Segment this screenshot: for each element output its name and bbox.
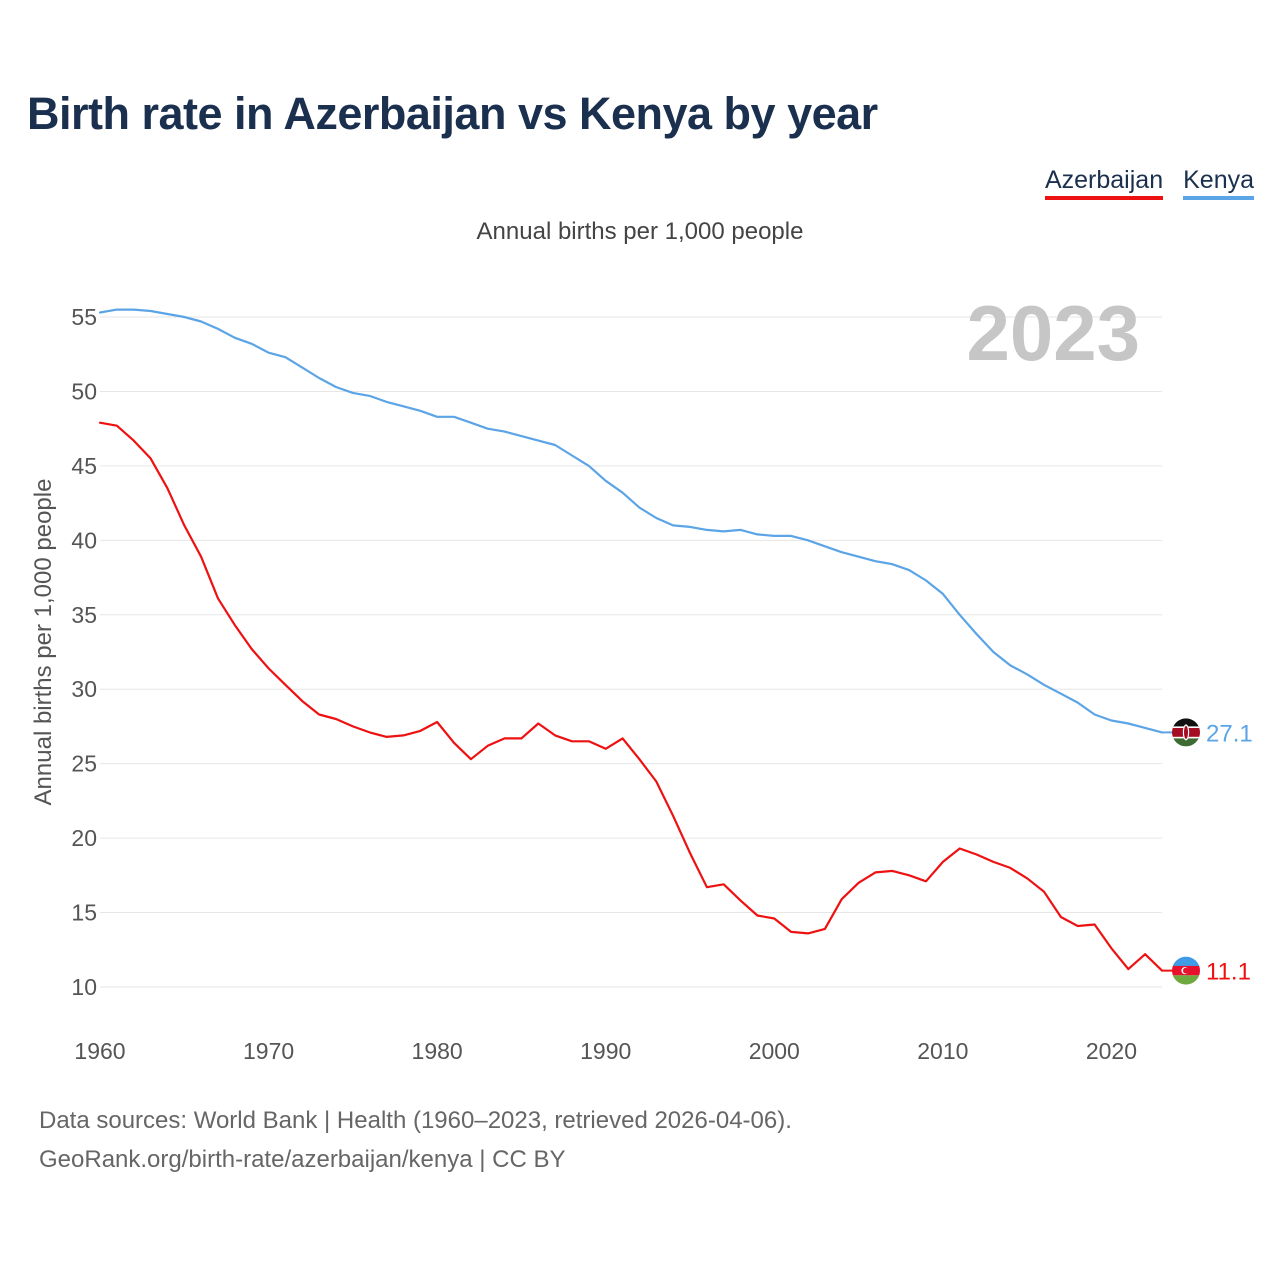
- x-tick-label: 1990: [580, 1038, 631, 1064]
- azerbaijan-flag-icon: [1172, 956, 1200, 985]
- x-tick-label: 1980: [412, 1038, 463, 1064]
- x-tick-label: 2010: [917, 1038, 968, 1064]
- y-tick-label: 20: [71, 825, 97, 851]
- y-tick-label: 25: [71, 751, 97, 777]
- y-axis: 10 15 20 25 30 35 40 45 50 55: [71, 304, 97, 1000]
- end-markers: 11.1 27.1: [1162, 718, 1253, 986]
- year-badge: 2023: [966, 289, 1140, 377]
- series-line-azerbaijan: [98, 421, 1164, 972]
- y-tick-label: 30: [71, 676, 97, 702]
- footer-link[interactable]: GeoRank.org/birth-rate/azerbaijan/kenya …: [39, 1146, 566, 1173]
- end-value-label-azerbaijan: 11.1: [1206, 959, 1251, 986]
- legend-item-kenya[interactable]: Kenya: [1183, 166, 1254, 200]
- kenya-flag-icon: [1172, 718, 1200, 747]
- y-tick-label: 50: [71, 378, 97, 404]
- x-tick-label: 2000: [749, 1038, 800, 1064]
- x-tick-label: 2020: [1086, 1038, 1137, 1064]
- y-tick-label: 40: [71, 527, 97, 553]
- y-tick-label: 10: [71, 974, 97, 1000]
- y-axis-label: Annual births per 1,000 people: [30, 479, 57, 806]
- x-tick-label: 1970: [243, 1038, 294, 1064]
- x-axis: 1960 1970 1980 1990 2000 2010 2020: [74, 1038, 1137, 1064]
- legend: Azerbaijan Kenya: [1044, 166, 1254, 200]
- chart-title: Birth rate in Azerbaijan vs Kenya by yea…: [27, 88, 878, 139]
- footer-source: Data sources: World Bank | Health (1960–…: [39, 1107, 792, 1134]
- chart-subtitle: Annual births per 1,000 people: [476, 218, 804, 245]
- legend-item-azerbaijan[interactable]: Azerbaijan: [1044, 166, 1164, 200]
- x-tick-label: 1960: [74, 1038, 125, 1064]
- y-tick-label: 35: [71, 602, 97, 628]
- y-tick-label: 45: [71, 453, 97, 479]
- y-tick-label: 55: [71, 304, 97, 330]
- end-value-label-kenya: 27.1: [1206, 720, 1253, 747]
- series-line-kenya: [98, 308, 1164, 734]
- series-lines: [98, 308, 1164, 972]
- grid-lines: [100, 316, 1162, 988]
- y-tick-label: 15: [71, 900, 97, 926]
